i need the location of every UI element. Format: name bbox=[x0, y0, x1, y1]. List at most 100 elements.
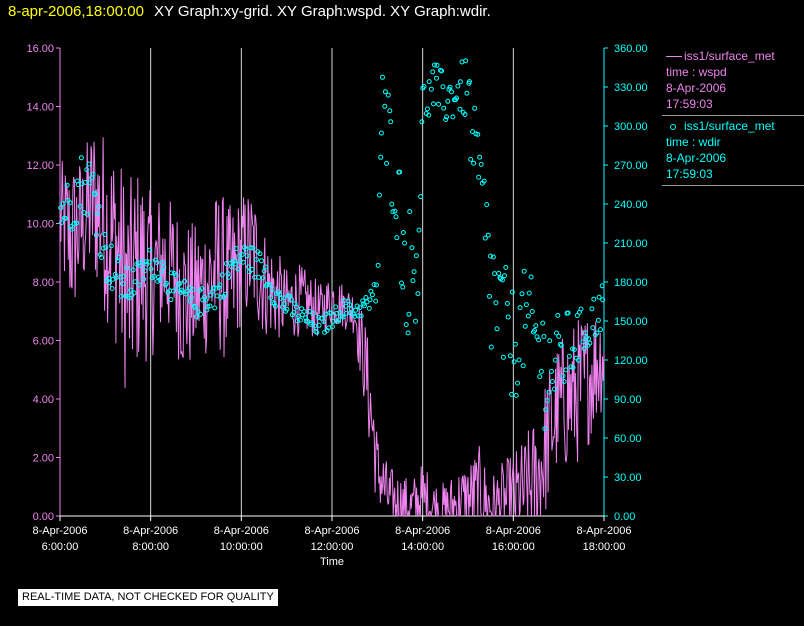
wdir-data-point bbox=[314, 329, 320, 335]
wdir-data-point bbox=[413, 253, 419, 259]
wdir-data-point bbox=[402, 240, 408, 246]
wdir-data-point bbox=[93, 232, 99, 238]
wdir-data-point bbox=[243, 246, 249, 252]
wdir-data-point bbox=[258, 258, 264, 264]
wdir-data-point bbox=[63, 216, 68, 221]
wdir-data-point bbox=[475, 131, 481, 137]
wdir-data-point bbox=[294, 318, 300, 324]
wdir-data-point bbox=[485, 232, 491, 238]
wdir-data-point bbox=[426, 79, 432, 85]
wdir-data-point bbox=[553, 330, 559, 336]
wdir-data-point bbox=[558, 342, 564, 348]
wdir-data-point bbox=[64, 182, 70, 188]
wdir-data-point bbox=[463, 58, 469, 64]
wdir-data-point bbox=[470, 129, 475, 135]
right-axis-tick-label: 0.00 bbox=[614, 511, 635, 523]
header-timestamp: 8-apr-2006,18:00:00 bbox=[8, 3, 144, 20]
wdir-data-point bbox=[177, 280, 183, 286]
wdir-data-point bbox=[226, 274, 232, 280]
wdir-data-point bbox=[595, 317, 601, 323]
left-axis-tick-label: 14.00 bbox=[26, 102, 54, 114]
wdir-data-point bbox=[587, 340, 593, 346]
wdir-data-point bbox=[455, 83, 461, 89]
wdir-data-point bbox=[537, 374, 543, 380]
wdir-data-point bbox=[600, 297, 606, 303]
wdir-data-point bbox=[254, 257, 259, 262]
wdir-data-point bbox=[103, 245, 109, 250]
wdir-data-point bbox=[436, 101, 442, 107]
wdir-data-point bbox=[244, 253, 250, 259]
wdir-data-point bbox=[561, 379, 567, 384]
wdir-data-point bbox=[410, 278, 416, 284]
wdir-data-point bbox=[504, 301, 510, 306]
legend-entry-line: 17:59:03 bbox=[666, 166, 804, 182]
x-axis-tick-label-time: 10:00:00 bbox=[220, 541, 263, 553]
wdir-data-point bbox=[533, 323, 539, 329]
wdir-data-point bbox=[492, 271, 497, 277]
wdir-data-point bbox=[306, 308, 312, 314]
wdir-data-point bbox=[116, 254, 122, 260]
legend-entry-text: time : wspd bbox=[666, 65, 727, 79]
legend-entry: iss1/surface_met time : wdir 8-Apr-2006 17:… bbox=[662, 116, 804, 186]
wdir-data-point bbox=[385, 92, 391, 98]
wdir-data-point bbox=[570, 365, 576, 370]
wdir-data-point bbox=[416, 227, 422, 233]
left-axis-tick-label: 16.00 bbox=[26, 43, 54, 55]
wdir-data-point bbox=[69, 226, 75, 232]
wdir-data-point bbox=[360, 298, 366, 304]
wdir-data-point bbox=[123, 293, 129, 299]
wdir-data-point bbox=[443, 117, 449, 123]
wdir-data-point bbox=[198, 311, 203, 317]
wdir-data-point bbox=[126, 295, 132, 301]
wdir-data-point bbox=[555, 312, 561, 318]
wdir-data-point bbox=[203, 297, 208, 303]
wdir-data-point bbox=[520, 363, 526, 369]
wdir-data-point bbox=[108, 243, 114, 249]
wdir-data-point bbox=[124, 265, 130, 271]
wdir-data-point bbox=[257, 251, 263, 257]
wdir-data-point bbox=[210, 285, 216, 291]
wdir-data-point bbox=[407, 209, 413, 215]
wdir-data-point bbox=[382, 103, 388, 109]
legend-entry-text: iss1/surface_met bbox=[684, 49, 775, 63]
wdir-data-point bbox=[509, 391, 515, 397]
wdir-data-point bbox=[439, 68, 445, 74]
x-axis-tick-label-time: 14:00:00 bbox=[401, 541, 444, 553]
wdir-data-point bbox=[333, 304, 339, 310]
wdir-data-point bbox=[136, 282, 142, 288]
wdir-data-point bbox=[250, 245, 256, 251]
wdir-data-point bbox=[190, 287, 196, 293]
wdir-data-point bbox=[522, 323, 528, 329]
right-axis-tick-label: 210.00 bbox=[614, 238, 648, 250]
wdir-data-point bbox=[131, 290, 137, 296]
wdir-data-point bbox=[565, 310, 571, 316]
wdir-data-point bbox=[246, 264, 252, 270]
wdir-data-point bbox=[291, 310, 297, 315]
wdir-data-point bbox=[571, 347, 577, 352]
wdir-data-point bbox=[321, 319, 327, 324]
wdir-data-point bbox=[78, 155, 84, 161]
wdir-data-point bbox=[415, 291, 421, 297]
wdir-data-point bbox=[192, 304, 198, 310]
wdir-data-point bbox=[551, 386, 557, 392]
legend-dot-swatch bbox=[670, 123, 676, 130]
wdir-data-point bbox=[457, 106, 463, 112]
wdir-data-point bbox=[357, 305, 363, 311]
wdir-data-point bbox=[484, 202, 490, 208]
wdir-data-point bbox=[590, 325, 596, 331]
legend-entry: iss1/surface_met time : wspd 8-Apr-2006 17:… bbox=[662, 46, 804, 116]
wdir-data-point bbox=[266, 282, 272, 288]
wdir-data-point bbox=[409, 245, 415, 251]
legend-entry-line: iss1/surface_met bbox=[666, 118, 804, 134]
legend-line-swatch bbox=[666, 56, 682, 58]
wdir-data-point bbox=[92, 192, 98, 197]
wdir-data-point bbox=[213, 285, 219, 291]
wdir-data-point bbox=[143, 259, 149, 265]
wdir-data-point bbox=[160, 259, 166, 265]
x-axis-tick-label-date: 8-Apr-2006 bbox=[486, 525, 541, 537]
wdir-data-point bbox=[528, 274, 534, 280]
header-graph-titles: XY Graph:xy-grid. XY Graph:wspd. XY Grap… bbox=[153, 3, 491, 20]
wdir-data-point bbox=[182, 278, 188, 284]
wdir-data-point bbox=[235, 266, 241, 272]
wdir-data-point bbox=[552, 357, 558, 363]
